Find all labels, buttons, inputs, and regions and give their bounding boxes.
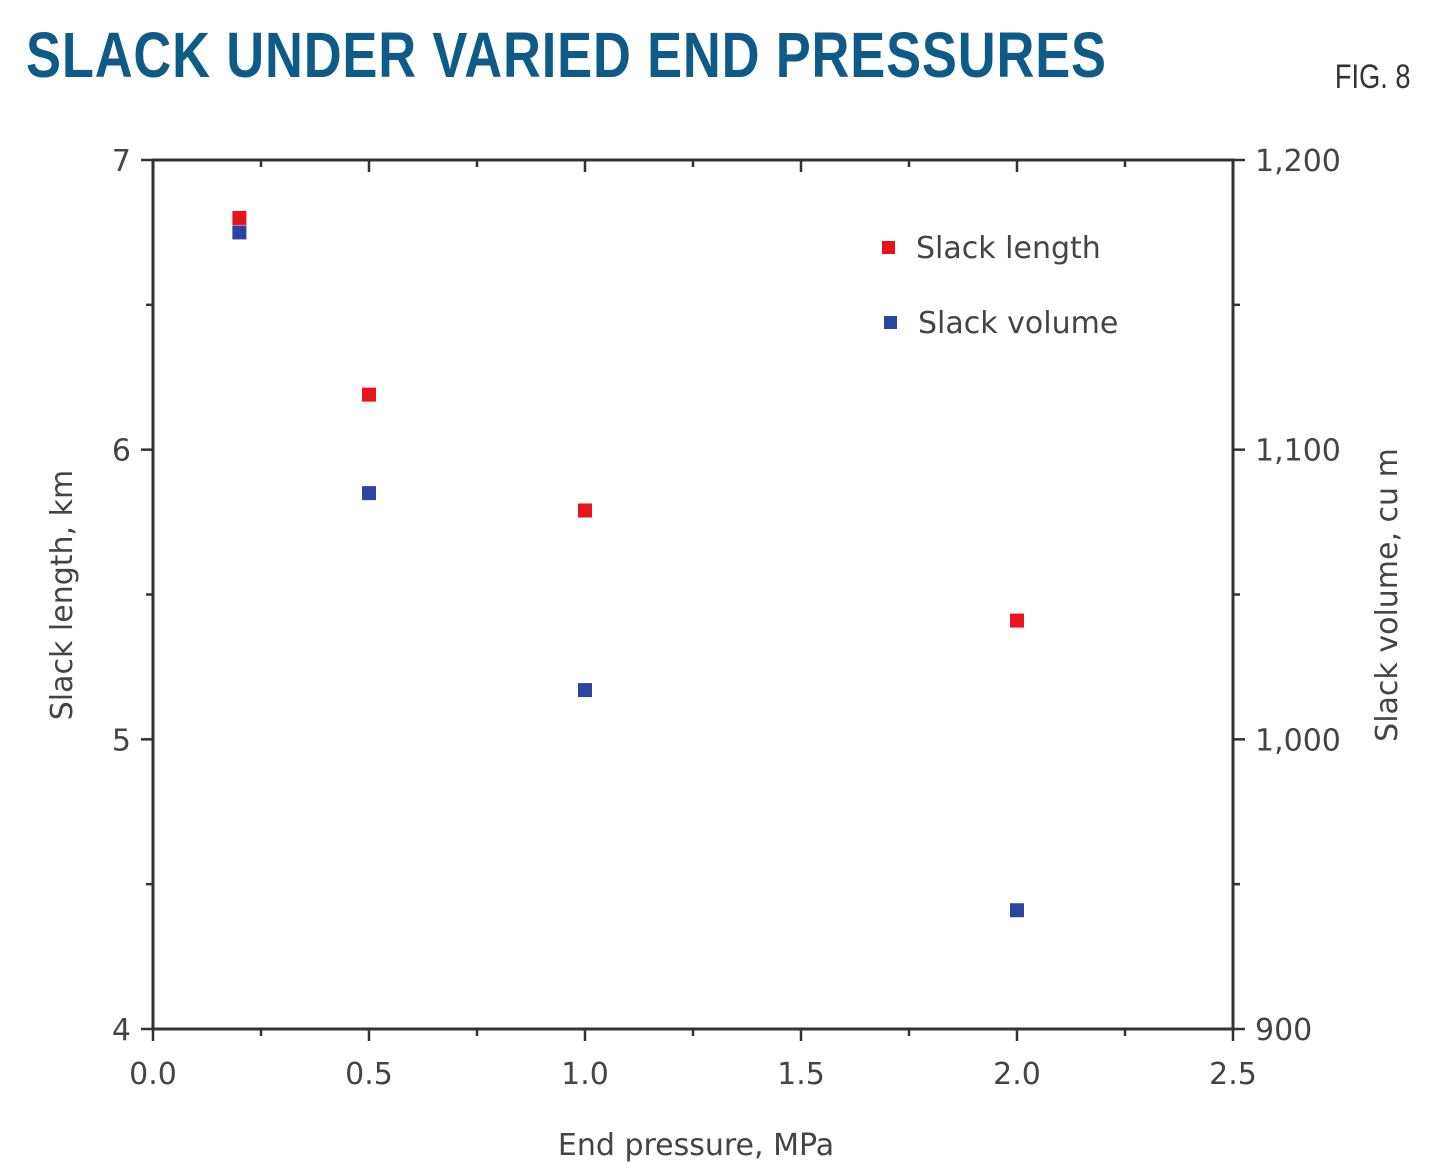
plot-frame	[151, 158, 1235, 1031]
data-point-slack-length	[232, 210, 247, 225]
chart-title: SLACK UNDER VARIED END PRESSURES	[26, 19, 1107, 91]
x-tick-label: 2.5	[1209, 1057, 1257, 1092]
data-point-slack-volume	[578, 683, 592, 698]
legend-label-slack-length: Slack length	[916, 231, 1101, 266]
data-point-slack-volume	[362, 486, 376, 501]
x-tick-label: 1.0	[561, 1057, 609, 1092]
legend-marker-slack-volume	[884, 316, 897, 329]
y2-axis-label: Slack volume, cu m	[1370, 448, 1405, 742]
x-tick-label: 0.0	[129, 1057, 177, 1092]
y2-tick-label: 900	[1255, 1013, 1312, 1048]
y-tick-label: 7	[112, 144, 131, 179]
legend: Slack length Slack volume	[882, 231, 1118, 341]
y2-tick-label: 1,000	[1255, 723, 1341, 758]
x-axis-label: End pressure, MPa	[558, 1128, 834, 1163]
y-axis-label: Slack length, km	[45, 470, 80, 720]
y-tick-label: 5	[112, 723, 131, 758]
data-point-slack-length	[578, 503, 592, 518]
y2-tick-label: 1,100	[1255, 434, 1341, 469]
data-point-slack-volume	[232, 225, 247, 240]
data-point-slack-volume	[1010, 903, 1024, 918]
x-tick-label: 0.5	[345, 1057, 393, 1092]
y2-tick-label: 1,200	[1255, 144, 1341, 179]
x-tick-label: 2.0	[993, 1057, 1041, 1092]
data-point-slack-length	[1010, 613, 1024, 628]
y-tick-label: 4	[112, 1013, 131, 1048]
legend-label-slack-volume: Slack volume	[918, 306, 1118, 341]
y-tick-label: 6	[112, 434, 131, 469]
legend-marker-slack-length	[882, 241, 895, 254]
x-tick-label: 1.5	[777, 1057, 825, 1092]
data-point-slack-length	[362, 387, 376, 402]
figure-label: FIG. 8	[1334, 58, 1410, 96]
